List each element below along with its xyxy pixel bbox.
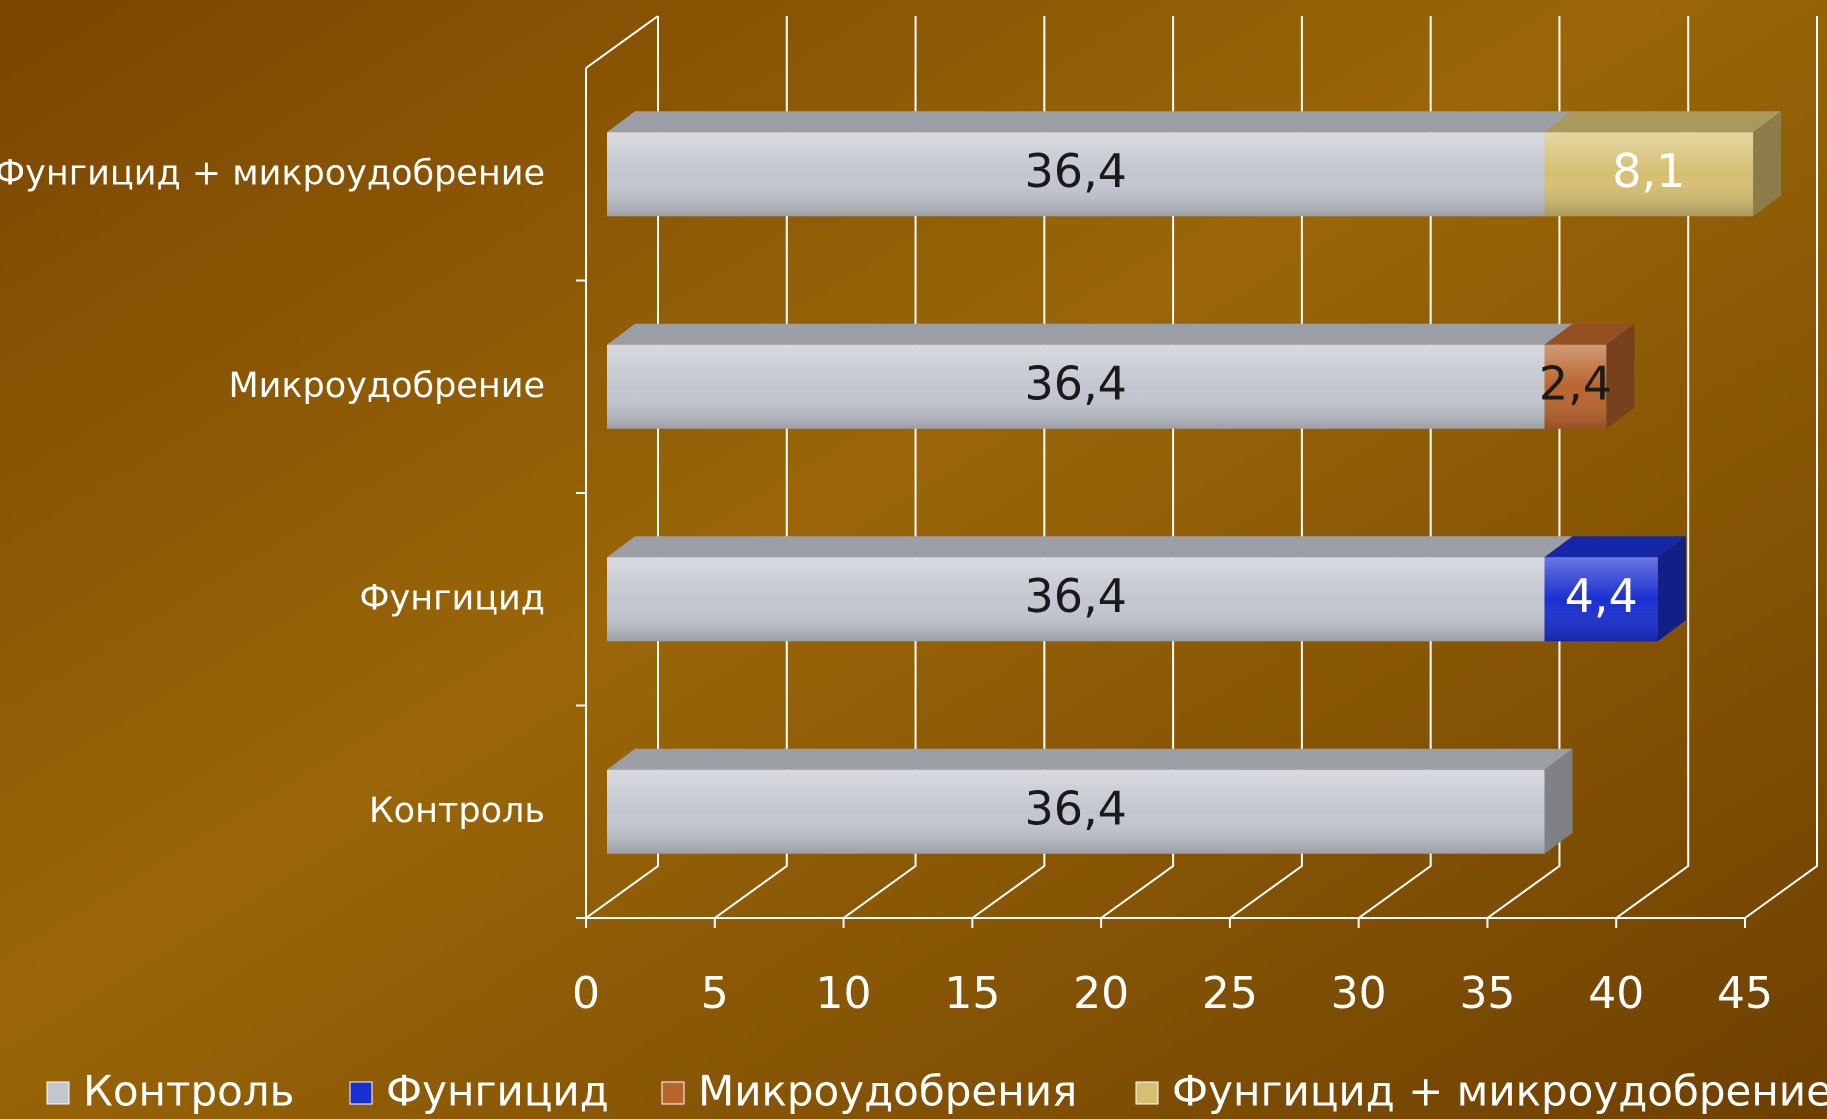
legend-swatch [46, 1081, 70, 1105]
legend-label: Контроль [83, 1067, 294, 1116]
x-tick-label: 10 [816, 968, 872, 1019]
bar-shine [607, 557, 1545, 642]
legend-label: Микроудобрения [698, 1067, 1077, 1116]
y-tick-label: Фунгицид + микроудобрение [0, 153, 545, 193]
legend-label: Фунгицид + микроудобрение [1172, 1067, 1827, 1116]
bar-side [1657, 536, 1686, 642]
y-tick-label: Контроль [369, 791, 545, 831]
x-tick-label: 45 [1717, 968, 1773, 1019]
bar-shine [607, 344, 1545, 429]
x-tick-label: 25 [1202, 968, 1258, 1019]
legend-swatch [349, 1081, 373, 1105]
grid-line [842, 16, 917, 919]
bar-top [1544, 323, 1635, 345]
x-tick-label: 40 [1588, 968, 1644, 1019]
grid-line [1100, 16, 1175, 919]
grid-line [714, 16, 788, 919]
bar-shine [607, 132, 1545, 217]
grid-line [1486, 16, 1561, 919]
grid-line [971, 16, 1046, 919]
value-label: 36,4 [1025, 144, 1127, 198]
value-label: 4,4 [1565, 569, 1638, 623]
bar-shine [1544, 557, 1658, 642]
value-label: 36,4 [1025, 781, 1127, 835]
legend-label: Фунгицид [386, 1067, 609, 1116]
bar-top [607, 111, 1573, 133]
y-tick-label: Микроудобрение [228, 366, 545, 406]
value-label: 2,4 [1539, 356, 1612, 410]
bar-side [1753, 111, 1782, 217]
x-tick-label: 20 [1073, 968, 1129, 1019]
legend-swatch [661, 1081, 685, 1105]
grid-line [585, 16, 659, 919]
value-label: 8,1 [1612, 144, 1685, 198]
x-tick-label: 5 [701, 968, 729, 1019]
bar-shine [607, 769, 1545, 854]
x-tick-label: 15 [944, 968, 1000, 1019]
grid-line [1615, 16, 1690, 919]
y-tick-label: Фунгицид [359, 578, 545, 618]
legend-swatch [1135, 1081, 1159, 1105]
bar-shine [1544, 132, 1754, 217]
bar-top [607, 536, 1573, 558]
value-label: 36,4 [1025, 356, 1127, 410]
bar-top [607, 323, 1573, 345]
bar-top [1544, 111, 1782, 133]
bar-side [1606, 323, 1635, 429]
x-tick-label: 0 [572, 968, 600, 1019]
grid-line [1229, 16, 1303, 919]
grid-line [1358, 16, 1432, 919]
value-label: 36,4 [1025, 569, 1127, 623]
bar-side [1544, 748, 1573, 854]
grid-line [1744, 16, 1818, 919]
bar-top [607, 748, 1573, 770]
x-tick-label: 30 [1331, 968, 1387, 1019]
x-tick-label: 35 [1459, 968, 1515, 1019]
bar-shine [1544, 344, 1607, 429]
axis-line [585, 15, 659, 69]
bar-top [1544, 536, 1686, 558]
